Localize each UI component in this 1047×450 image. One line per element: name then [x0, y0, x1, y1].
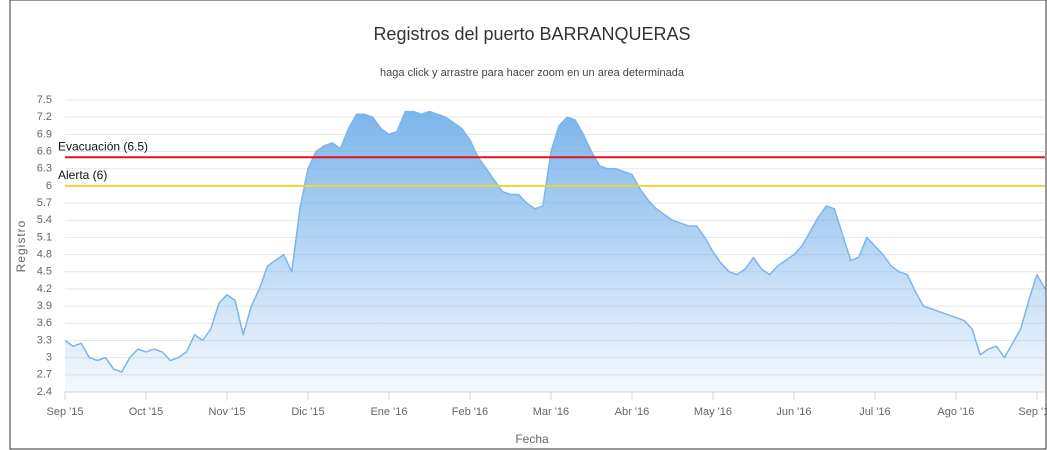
x-tick-label: Ago '16: [937, 406, 974, 418]
frame: [9, 0, 1047, 450]
y-tick-label: 4.8: [37, 248, 52, 260]
y-tick-label: 3.6: [37, 317, 52, 329]
x-tick-label: Abr '16: [615, 406, 650, 418]
y-tick-label: 6: [46, 180, 52, 192]
x-tick-label: Jul '16: [859, 406, 890, 418]
area-fill: [65, 111, 1045, 392]
y-tick-label: 3: [46, 352, 52, 364]
x-tick-label: Ene '16: [370, 406, 407, 418]
chart-subtitle: haga click y arrastre para hacer zoom en…: [380, 67, 685, 79]
x-tick-label: Sep '15: [47, 406, 84, 418]
y-tick-label: 7.5: [37, 94, 52, 106]
y-tick-label: 5.7: [37, 197, 52, 209]
chart-title: Registros del puerto BARRANQUERAS: [373, 24, 690, 44]
x-axis-title: Fecha: [515, 432, 549, 446]
y-tick-label: 6.9: [37, 128, 52, 140]
y-tick-label: 5.4: [37, 214, 52, 226]
y-tick-label: 4.5: [37, 266, 52, 278]
y-tick-label: 6.3: [37, 163, 52, 175]
y-tick-label: 7.2: [37, 111, 52, 123]
y-tick-label: 3.9: [37, 300, 52, 312]
x-tick-label: Feb '16: [452, 406, 488, 418]
y-tick-label: 3.3: [37, 334, 52, 346]
plot-line-label: Alerta (6): [58, 168, 107, 182]
y-tick-label: 5.1: [37, 231, 52, 243]
x-tick-label: Mar '16: [533, 406, 569, 418]
x-tick-label: Oct '15: [129, 406, 164, 418]
x-tick-label: Nov '15: [209, 406, 246, 418]
x-tick-label: May '16: [694, 406, 732, 418]
x-tick-label: Dic '15: [291, 406, 324, 418]
plot-line-label: Evacuación (6.5): [58, 139, 148, 153]
y-tick-label: 2.4: [37, 386, 52, 398]
y-tick-label: 6.6: [37, 145, 52, 157]
y-tick-label: 4.2: [37, 283, 52, 295]
x-tick-label: Jun '16: [776, 406, 811, 418]
y-axis-title: Registro: [14, 220, 28, 273]
x-tick-label: Sep '16: [1018, 406, 1047, 418]
y-tick-label: 2.7: [37, 369, 52, 381]
area-line: [64, 110, 1046, 373]
